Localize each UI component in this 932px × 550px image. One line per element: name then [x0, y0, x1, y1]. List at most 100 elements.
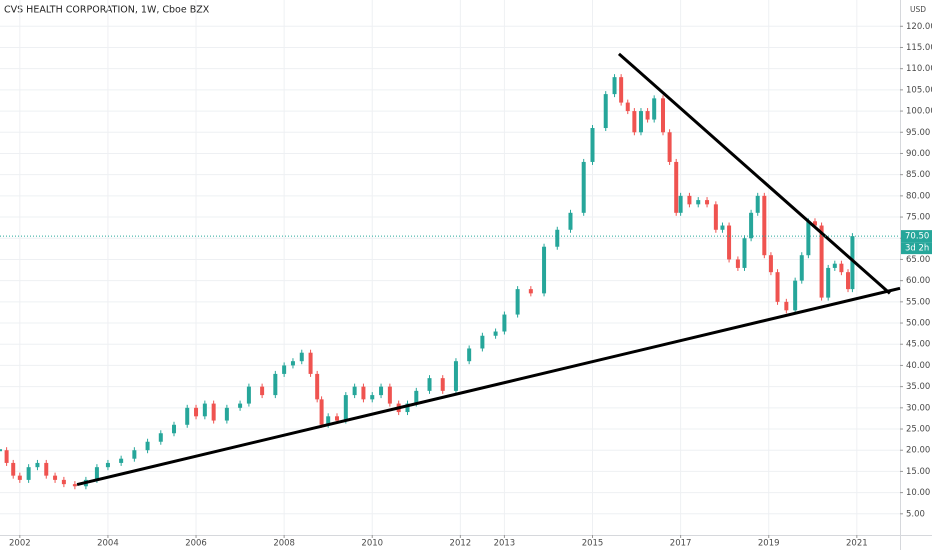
candle [405, 403, 410, 413]
candle [370, 395, 375, 400]
y-tick-label: 95.00 [906, 128, 930, 138]
candle [194, 407, 199, 417]
candle [784, 301, 789, 311]
candle [846, 272, 851, 290]
x-tick-label: 2013 [494, 539, 516, 549]
x-tick-label: 2002 [9, 539, 31, 549]
y-tick-label: 40.00 [906, 361, 930, 371]
candle [145, 441, 150, 451]
candle [308, 352, 313, 374]
candle [35, 462, 40, 468]
candle [568, 212, 573, 230]
candle [720, 225, 725, 230]
last-price-box [901, 230, 932, 243]
candle [132, 450, 137, 459]
candle [319, 399, 324, 425]
candle [158, 433, 163, 442]
candle [612, 77, 617, 95]
x-tick-label: 2008 [273, 539, 295, 549]
y-tick-label: 55.00 [906, 297, 930, 307]
candle [832, 263, 837, 268]
candle [528, 289, 533, 294]
candle [515, 289, 520, 315]
candle [502, 314, 507, 332]
candle [105, 462, 110, 468]
y-tick-label: 115.00 [906, 43, 932, 53]
y-tick-label: 105.00 [906, 85, 932, 95]
candle [590, 128, 595, 162]
y-tick-label: 75.00 [906, 213, 930, 223]
y-tick-label: 25.00 [906, 425, 930, 435]
y-tick-label: 110.00 [906, 64, 932, 74]
candle [603, 94, 608, 129]
candle [696, 200, 701, 205]
candle [61, 479, 66, 485]
y-tick-label: 80.00 [906, 191, 930, 201]
y-tick-label: 60.00 [906, 276, 930, 286]
y-tick-label: 120.00 [906, 22, 932, 32]
candle [238, 403, 243, 408]
candle [273, 373, 278, 396]
candle [826, 267, 831, 298]
y-tick-label: 50.00 [906, 319, 930, 329]
candle [94, 467, 99, 480]
candle [440, 378, 445, 391]
candle [326, 416, 331, 425]
candle [625, 102, 630, 112]
candle [713, 204, 718, 230]
candle [762, 195, 767, 256]
currency-label: USD [910, 5, 926, 14]
candle [768, 255, 773, 273]
candle [660, 98, 665, 133]
candle [379, 386, 384, 396]
x-tick-label: 2019 [758, 539, 780, 549]
candle [775, 272, 780, 302]
candle [467, 348, 472, 362]
y-tick-label: 20.00 [906, 446, 930, 456]
candle [72, 484, 77, 487]
candle [555, 229, 560, 247]
candle [581, 161, 586, 213]
candle [755, 195, 760, 213]
candle [246, 386, 251, 404]
candle [850, 236, 855, 290]
candle [414, 390, 419, 404]
candle [17, 475, 22, 480]
candle [667, 132, 672, 162]
candle [119, 458, 124, 463]
candle [361, 386, 366, 400]
x-tick-label: 2017 [670, 539, 692, 549]
candle [282, 365, 287, 374]
candle [645, 111, 650, 120]
candle [812, 221, 817, 226]
candle [299, 352, 304, 362]
candle [632, 111, 637, 133]
candle [727, 225, 732, 260]
candle [453, 361, 458, 391]
x-tick-label: 2021 [846, 539, 868, 549]
candle [53, 475, 58, 480]
y-tick-label: 45.00 [906, 340, 930, 350]
candle [619, 77, 624, 103]
y-tick-label: 30.00 [906, 403, 930, 413]
candle [4, 450, 9, 463]
y-tick-label: 5.00 [906, 509, 925, 519]
trendline [617, 52, 891, 295]
candle [352, 386, 357, 396]
x-tick-label: 2012 [450, 539, 472, 549]
y-tick-label: 85.00 [906, 170, 930, 180]
candle [542, 246, 547, 294]
y-tick-label: 10.00 [906, 488, 930, 498]
countdown-box [901, 242, 932, 255]
candle [172, 424, 177, 434]
y-tick-label: 90.00 [906, 149, 930, 159]
candle [260, 386, 265, 396]
candle [185, 407, 190, 425]
chart-title: CVS HEALTH CORPORATION, 1W, Cboe BZX [4, 5, 210, 16]
candle [674, 161, 679, 213]
candle [793, 280, 798, 311]
candle [202, 403, 207, 417]
